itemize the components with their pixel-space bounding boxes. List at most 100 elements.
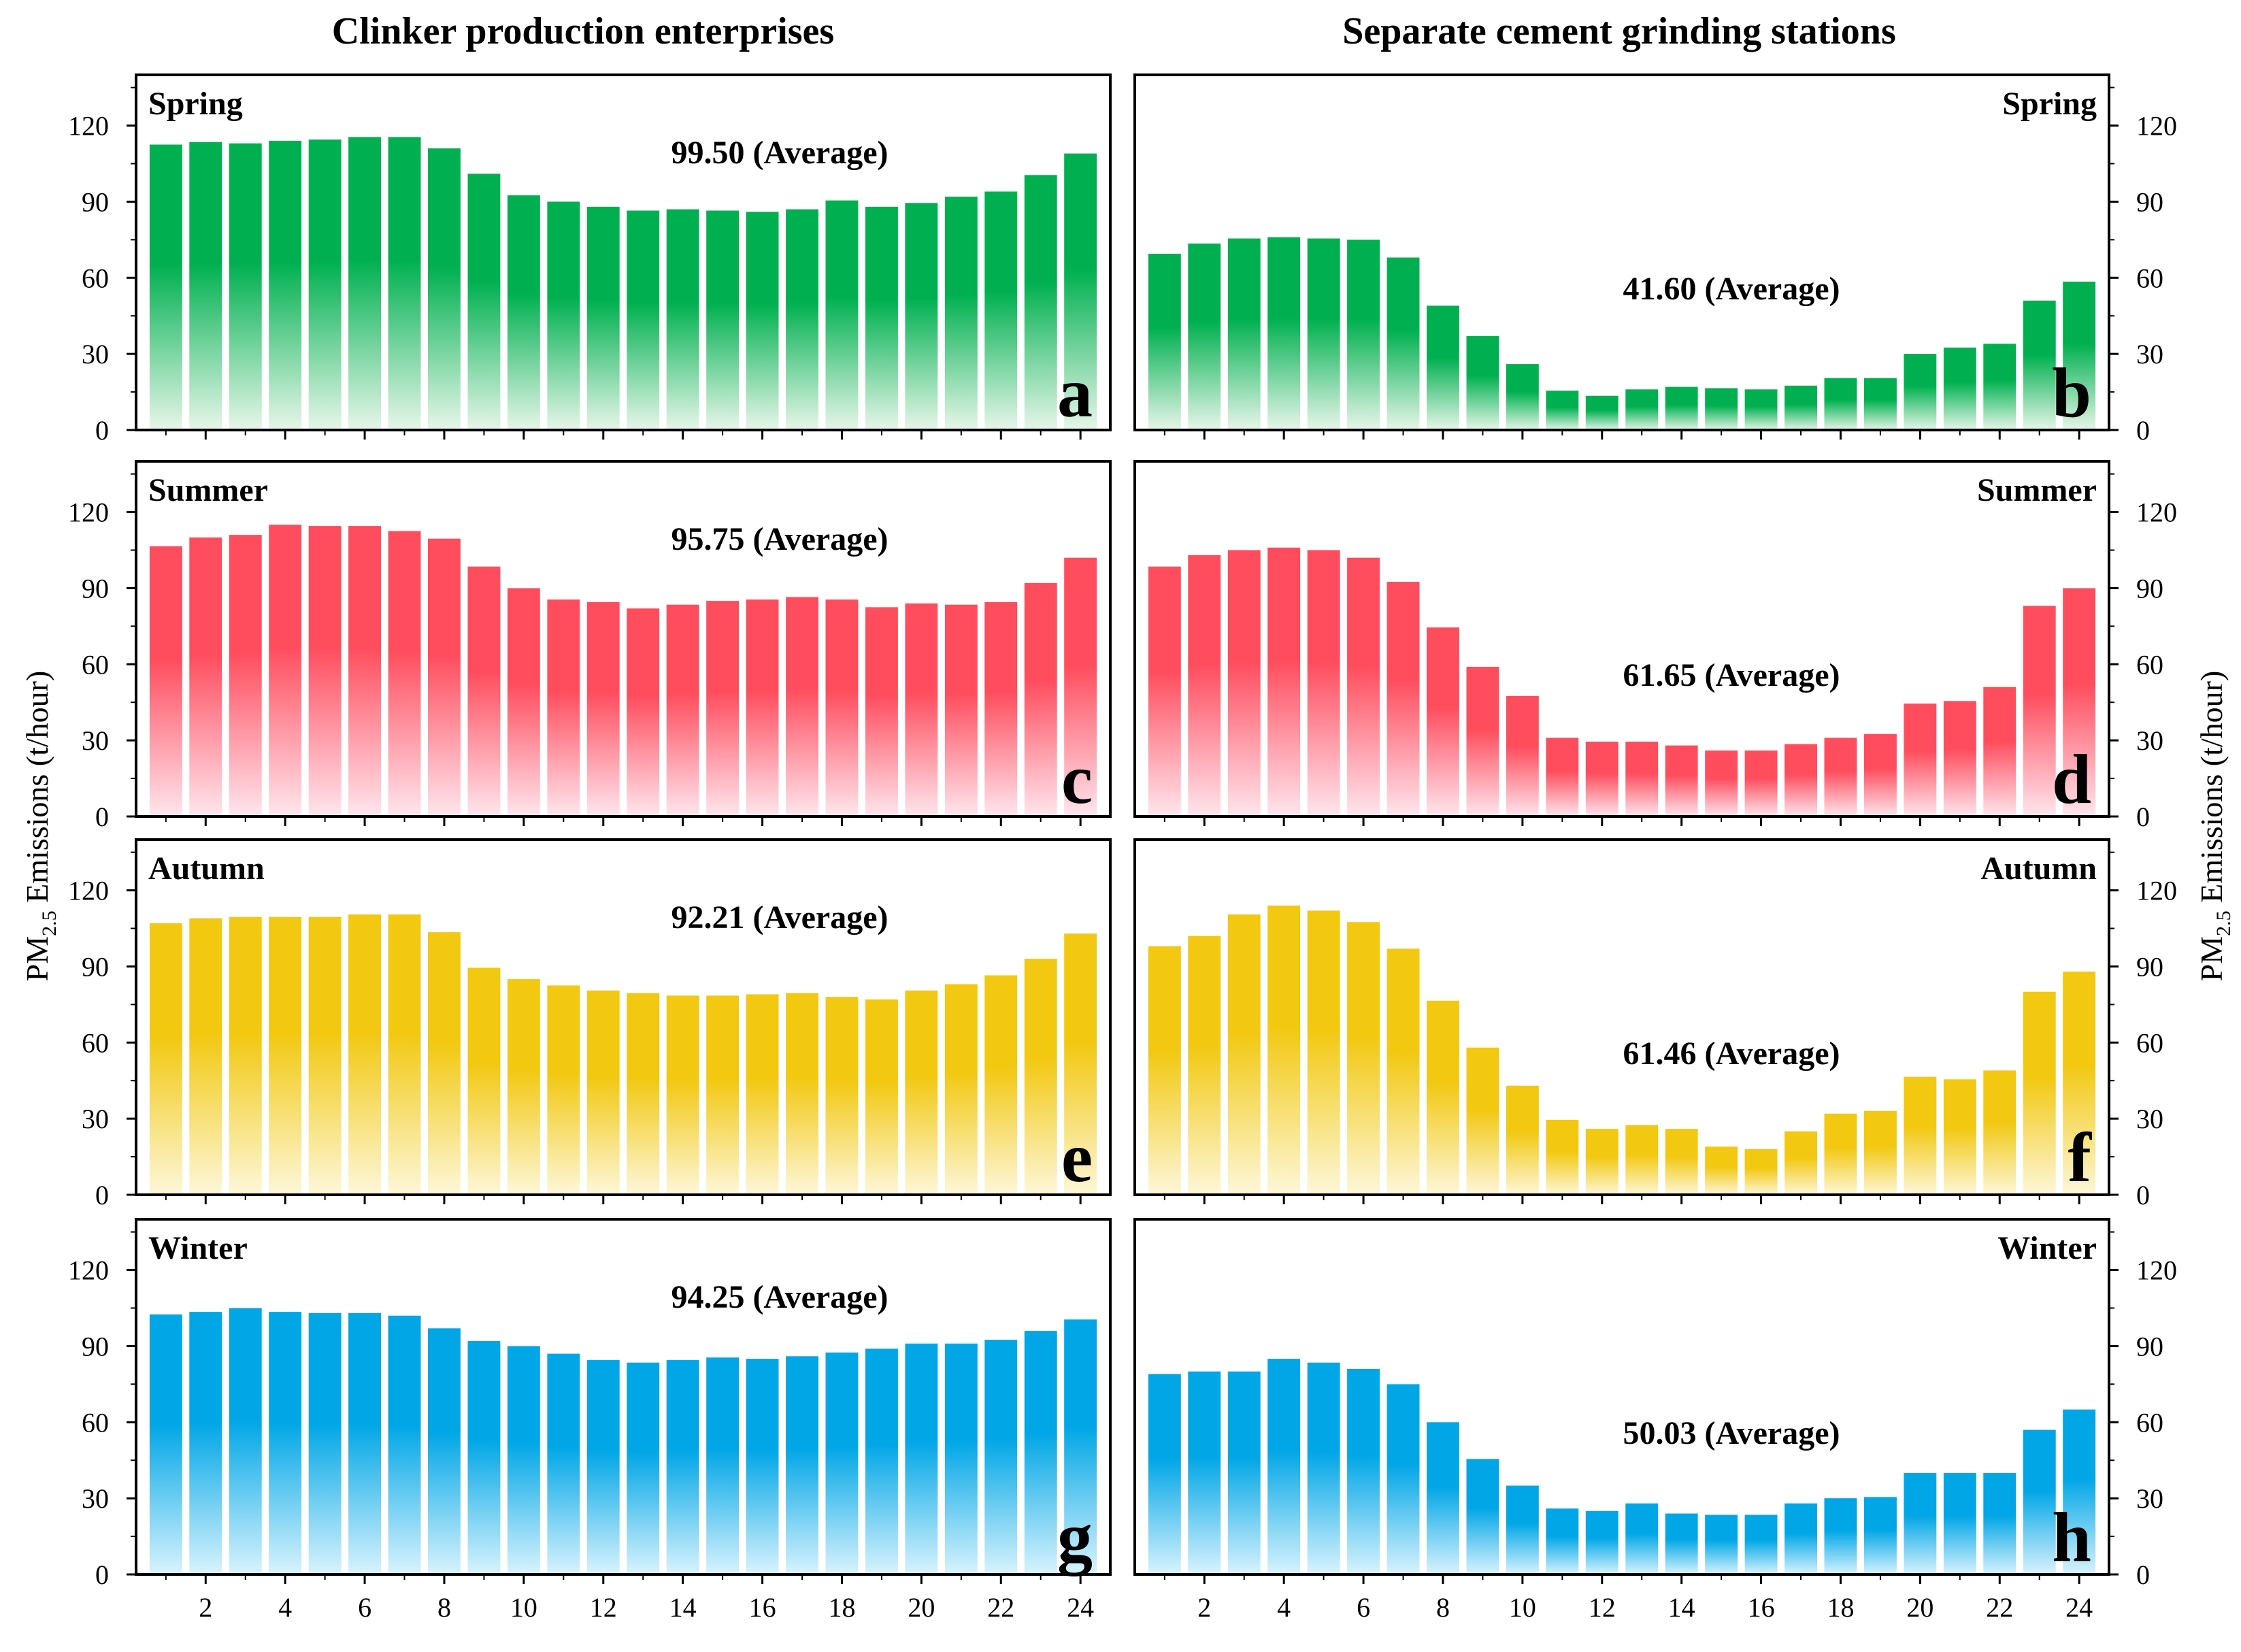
y-tick-label-e-90: 90 [82,951,109,982]
bar-h-1 [1148,1374,1181,1574]
y-tick-label-h-0: 0 [2136,1559,2150,1590]
x-tick-label-g-24: 24 [1067,1592,1094,1623]
bar-g-10 [507,1346,540,1574]
bar-g-24 [1064,1319,1097,1574]
plot-frame-f [1133,838,2110,1196]
bar-f-11 [1546,1120,1579,1195]
bar-g-14 [666,1359,699,1574]
y-tick-label-g-120: 120 [68,1255,109,1286]
y-tick-label-g-0: 0 [95,1559,109,1590]
bar-f-12 [1585,1129,1618,1195]
y-tick-label-f-60: 60 [2136,1027,2163,1058]
y-tick-label-e-60: 60 [82,1027,109,1058]
bar-e-17 [786,993,818,1195]
bar-h-19 [1864,1497,1897,1574]
bar-a-6 [348,137,381,430]
bar-c-18 [825,599,859,816]
x-tick-label-g-8: 8 [437,1592,451,1623]
bar-e-22 [984,975,1018,1195]
panel-letter-e: e [1061,1119,1093,1197]
bar-a-24 [1064,153,1097,430]
bar-e-8 [428,932,461,1195]
y-tick-label-g-30: 30 [82,1483,109,1514]
average-label-f: 61.46 (Average) [1623,1036,1840,1072]
bar-c-14 [666,604,699,816]
bar-d-20 [1904,704,1937,816]
bar-c-23 [1024,583,1057,816]
bar-a-19 [865,206,898,430]
bar-f-24 [2063,971,2096,1195]
bar-a-22 [984,191,1018,430]
bar-h-14 [1665,1513,1698,1574]
right-y-axis-title-prefix: PM [2194,936,2229,981]
bar-a-21 [944,197,978,430]
bar-d-23 [2023,606,2056,816]
bar-b-14 [1665,386,1698,430]
bar-d-7 [1387,582,1420,816]
plot-frame-d [1133,460,2110,818]
bar-h-16 [1744,1515,1778,1574]
y-tick-label-b-30: 30 [2136,339,2163,369]
bar-g-3 [229,1308,262,1574]
bar-a-15 [706,210,740,430]
season-label-b: Spring [2002,86,2097,122]
bar-b-10 [1506,364,1539,430]
right-column-title: Separate cement grinding stations [1342,10,1896,52]
panel-letter-f: f [2068,1119,2092,1197]
left-y-axis-title: PM2.5 Emissions (t/hour) [20,671,61,982]
bar-d-4 [1267,547,1301,816]
bar-e-2 [189,918,222,1195]
y-tick-label-d-60: 60 [2136,649,2163,680]
y-tick-label-h-120: 120 [2136,1255,2177,1286]
y-tick-label-a-90: 90 [82,186,109,217]
bar-a-18 [825,200,859,430]
bar-f-21 [1943,1079,1976,1195]
bar-c-5 [308,526,342,816]
plot-frame-b [1133,73,2110,431]
bar-c-4 [269,525,302,816]
bar-h-20 [1904,1472,1937,1574]
x-tick-label-g-18: 18 [828,1592,855,1623]
bar-c-16 [746,599,779,816]
chart-panel-e: 0 30 60 90 120 Autumn 92.21 (Average) e [68,838,1112,1210]
y-tick-label-e-120: 120 [68,876,109,906]
y-tick-label-d-90: 90 [2136,573,2163,604]
plot-frame-a [135,73,1112,431]
season-label-g: Winter [148,1230,248,1266]
y-tick-label-f-90: 90 [2136,951,2163,982]
bar-g-5 [308,1313,342,1574]
bar-c-6 [348,526,381,816]
right-y-axis-title-suffix: Emissions (t/hour) [2194,671,2229,911]
bar-e-3 [229,916,262,1195]
bar-d-21 [1943,701,1976,816]
bar-g-15 [706,1357,740,1574]
bar-h-6 [1347,1369,1380,1574]
bar-h-9 [1466,1459,1499,1574]
bar-d-12 [1585,742,1618,816]
bar-c-3 [229,535,262,816]
x-tick-label-h-24: 24 [2065,1592,2093,1623]
bar-e-12 [586,990,620,1195]
season-label-a: Spring [148,86,243,122]
bar-f-15 [1705,1146,1738,1195]
bar-a-12 [586,206,620,430]
bar-e-7 [388,914,421,1195]
bar-e-15 [706,995,740,1195]
y-tick-label-e-0: 0 [95,1180,109,1210]
bar-g-2 [189,1312,222,1574]
bar-e-14 [666,995,699,1195]
left-y-axis-title-prefix: PM [20,936,54,981]
bar-h-23 [2023,1430,2056,1574]
bar-h-12 [1585,1510,1618,1574]
y-tick-label-e-30: 30 [82,1104,109,1134]
bar-d-11 [1546,738,1579,816]
bar-b-21 [1943,347,1976,430]
bar-e-9 [467,968,501,1195]
y-tick-label-d-120: 120 [2136,497,2177,528]
chart-panel-d: 0 30 60 90 120 Summer 61.65 (Average) d [1133,460,2177,832]
x-tick-label-g-22: 22 [987,1592,1014,1623]
bar-c-1 [149,546,182,816]
bar-a-20 [905,203,938,430]
